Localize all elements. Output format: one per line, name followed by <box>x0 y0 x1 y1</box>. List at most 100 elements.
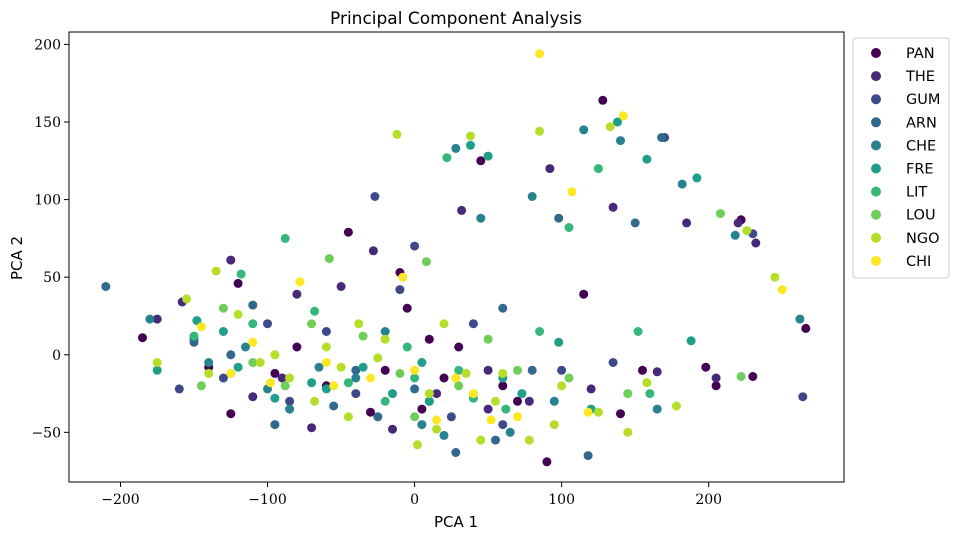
legend-label: LOU <box>906 208 936 224</box>
legend-label: PAN <box>906 46 935 62</box>
y-tick-label: 200 <box>34 37 61 53</box>
legend-item-gum: GUM <box>871 92 940 108</box>
data-point <box>248 358 258 367</box>
data-point <box>285 404 295 414</box>
x-tick-label: −200 <box>101 492 139 508</box>
data-point <box>307 378 317 388</box>
points-layer <box>101 49 811 467</box>
legend-label: FRE <box>906 162 934 178</box>
data-point <box>608 202 618 212</box>
data-point <box>204 358 214 367</box>
data-point <box>454 381 464 391</box>
data-point <box>417 358 427 367</box>
data-point <box>196 381 206 391</box>
legend-label: LIT <box>906 185 927 201</box>
data-point <box>466 140 475 150</box>
data-point <box>564 223 574 232</box>
legend: PAN THE GUM ARN CHE FRE LIT LOU NGO CHI <box>852 37 950 279</box>
data-point <box>233 309 243 319</box>
data-point <box>439 319 449 329</box>
data-point <box>466 131 475 141</box>
x-tick-label: 200 <box>695 492 722 508</box>
legend-marker <box>871 140 881 151</box>
data-point <box>777 285 787 295</box>
y-tick-label: 0 <box>52 348 61 364</box>
data-point <box>145 314 155 324</box>
legend-item-arn: ARN <box>871 115 937 131</box>
data-point <box>174 384 184 394</box>
data-point <box>476 213 486 223</box>
data-point <box>410 365 420 375</box>
data-point <box>152 314 162 324</box>
data-point <box>505 427 515 437</box>
data-point <box>736 372 746 381</box>
data-point <box>388 389 397 399</box>
legend-items: PAN THE GUM ARN CHE FRE LIT LOU NGO CHI <box>871 46 940 270</box>
series-arn <box>101 133 667 461</box>
y-tick-label: 150 <box>34 115 61 131</box>
data-point <box>310 396 320 406</box>
data-point <box>451 143 461 153</box>
y-tick-label: 50 <box>43 270 61 286</box>
x-tick-label: 100 <box>548 492 575 508</box>
data-point <box>524 435 534 445</box>
data-point <box>373 353 383 363</box>
data-point <box>380 327 390 336</box>
data-point <box>583 407 593 417</box>
data-point <box>513 396 522 406</box>
data-point <box>351 389 361 399</box>
data-point <box>218 327 228 336</box>
data-point <box>395 368 405 378</box>
data-point <box>380 396 390 406</box>
data-point <box>321 358 331 367</box>
data-point <box>343 412 353 422</box>
data-point <box>329 381 339 391</box>
data-point <box>468 319 478 329</box>
data-point <box>483 365 493 375</box>
data-point <box>623 389 633 399</box>
data-point <box>524 396 534 406</box>
data-point <box>613 117 622 127</box>
series-pan <box>138 95 811 467</box>
data-point <box>236 269 246 279</box>
data-point <box>226 409 236 419</box>
data-point <box>454 365 464 375</box>
data-point <box>535 327 545 336</box>
data-point <box>554 337 564 347</box>
data-point <box>535 49 545 59</box>
data-point <box>196 322 206 332</box>
data-point <box>798 392 808 402</box>
data-point <box>498 420 508 430</box>
data-point <box>457 205 467 215</box>
data-point <box>248 337 258 347</box>
data-point <box>801 323 811 333</box>
data-point <box>583 451 593 461</box>
data-point <box>314 362 324 372</box>
data-point <box>192 316 202 326</box>
data-point <box>701 362 711 372</box>
data-point <box>324 254 334 264</box>
data-point <box>241 342 250 352</box>
data-point <box>730 230 740 240</box>
data-point <box>138 333 147 343</box>
data-point <box>292 342 302 352</box>
legend-item-ngo: NGO <box>871 231 940 247</box>
data-point <box>598 95 608 105</box>
data-point <box>321 342 331 352</box>
legend-marker <box>871 94 881 105</box>
data-point <box>270 368 280 378</box>
legend-item-the: THE <box>871 69 935 85</box>
data-point <box>226 368 236 378</box>
legend-marker <box>871 48 881 58</box>
data-point <box>417 404 427 414</box>
data-point <box>733 218 743 228</box>
data-point <box>417 420 427 430</box>
data-point <box>392 129 402 139</box>
data-point <box>527 192 537 201</box>
legend-marker <box>871 163 881 174</box>
legend-label: THE <box>905 69 935 85</box>
data-point <box>270 393 280 403</box>
data-point <box>442 153 452 163</box>
legend-label: ARN <box>906 115 937 131</box>
